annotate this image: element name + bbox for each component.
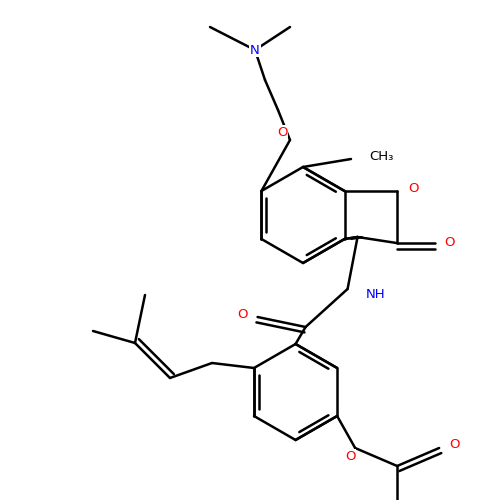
Text: O: O <box>449 438 460 452</box>
Text: O: O <box>237 308 248 320</box>
Text: O: O <box>444 236 455 250</box>
Text: CH₃: CH₃ <box>369 150 394 164</box>
Text: O: O <box>345 450 356 462</box>
Text: NH: NH <box>366 288 385 300</box>
Text: O: O <box>408 182 419 194</box>
Text: N: N <box>250 44 260 57</box>
Text: O: O <box>277 126 287 138</box>
